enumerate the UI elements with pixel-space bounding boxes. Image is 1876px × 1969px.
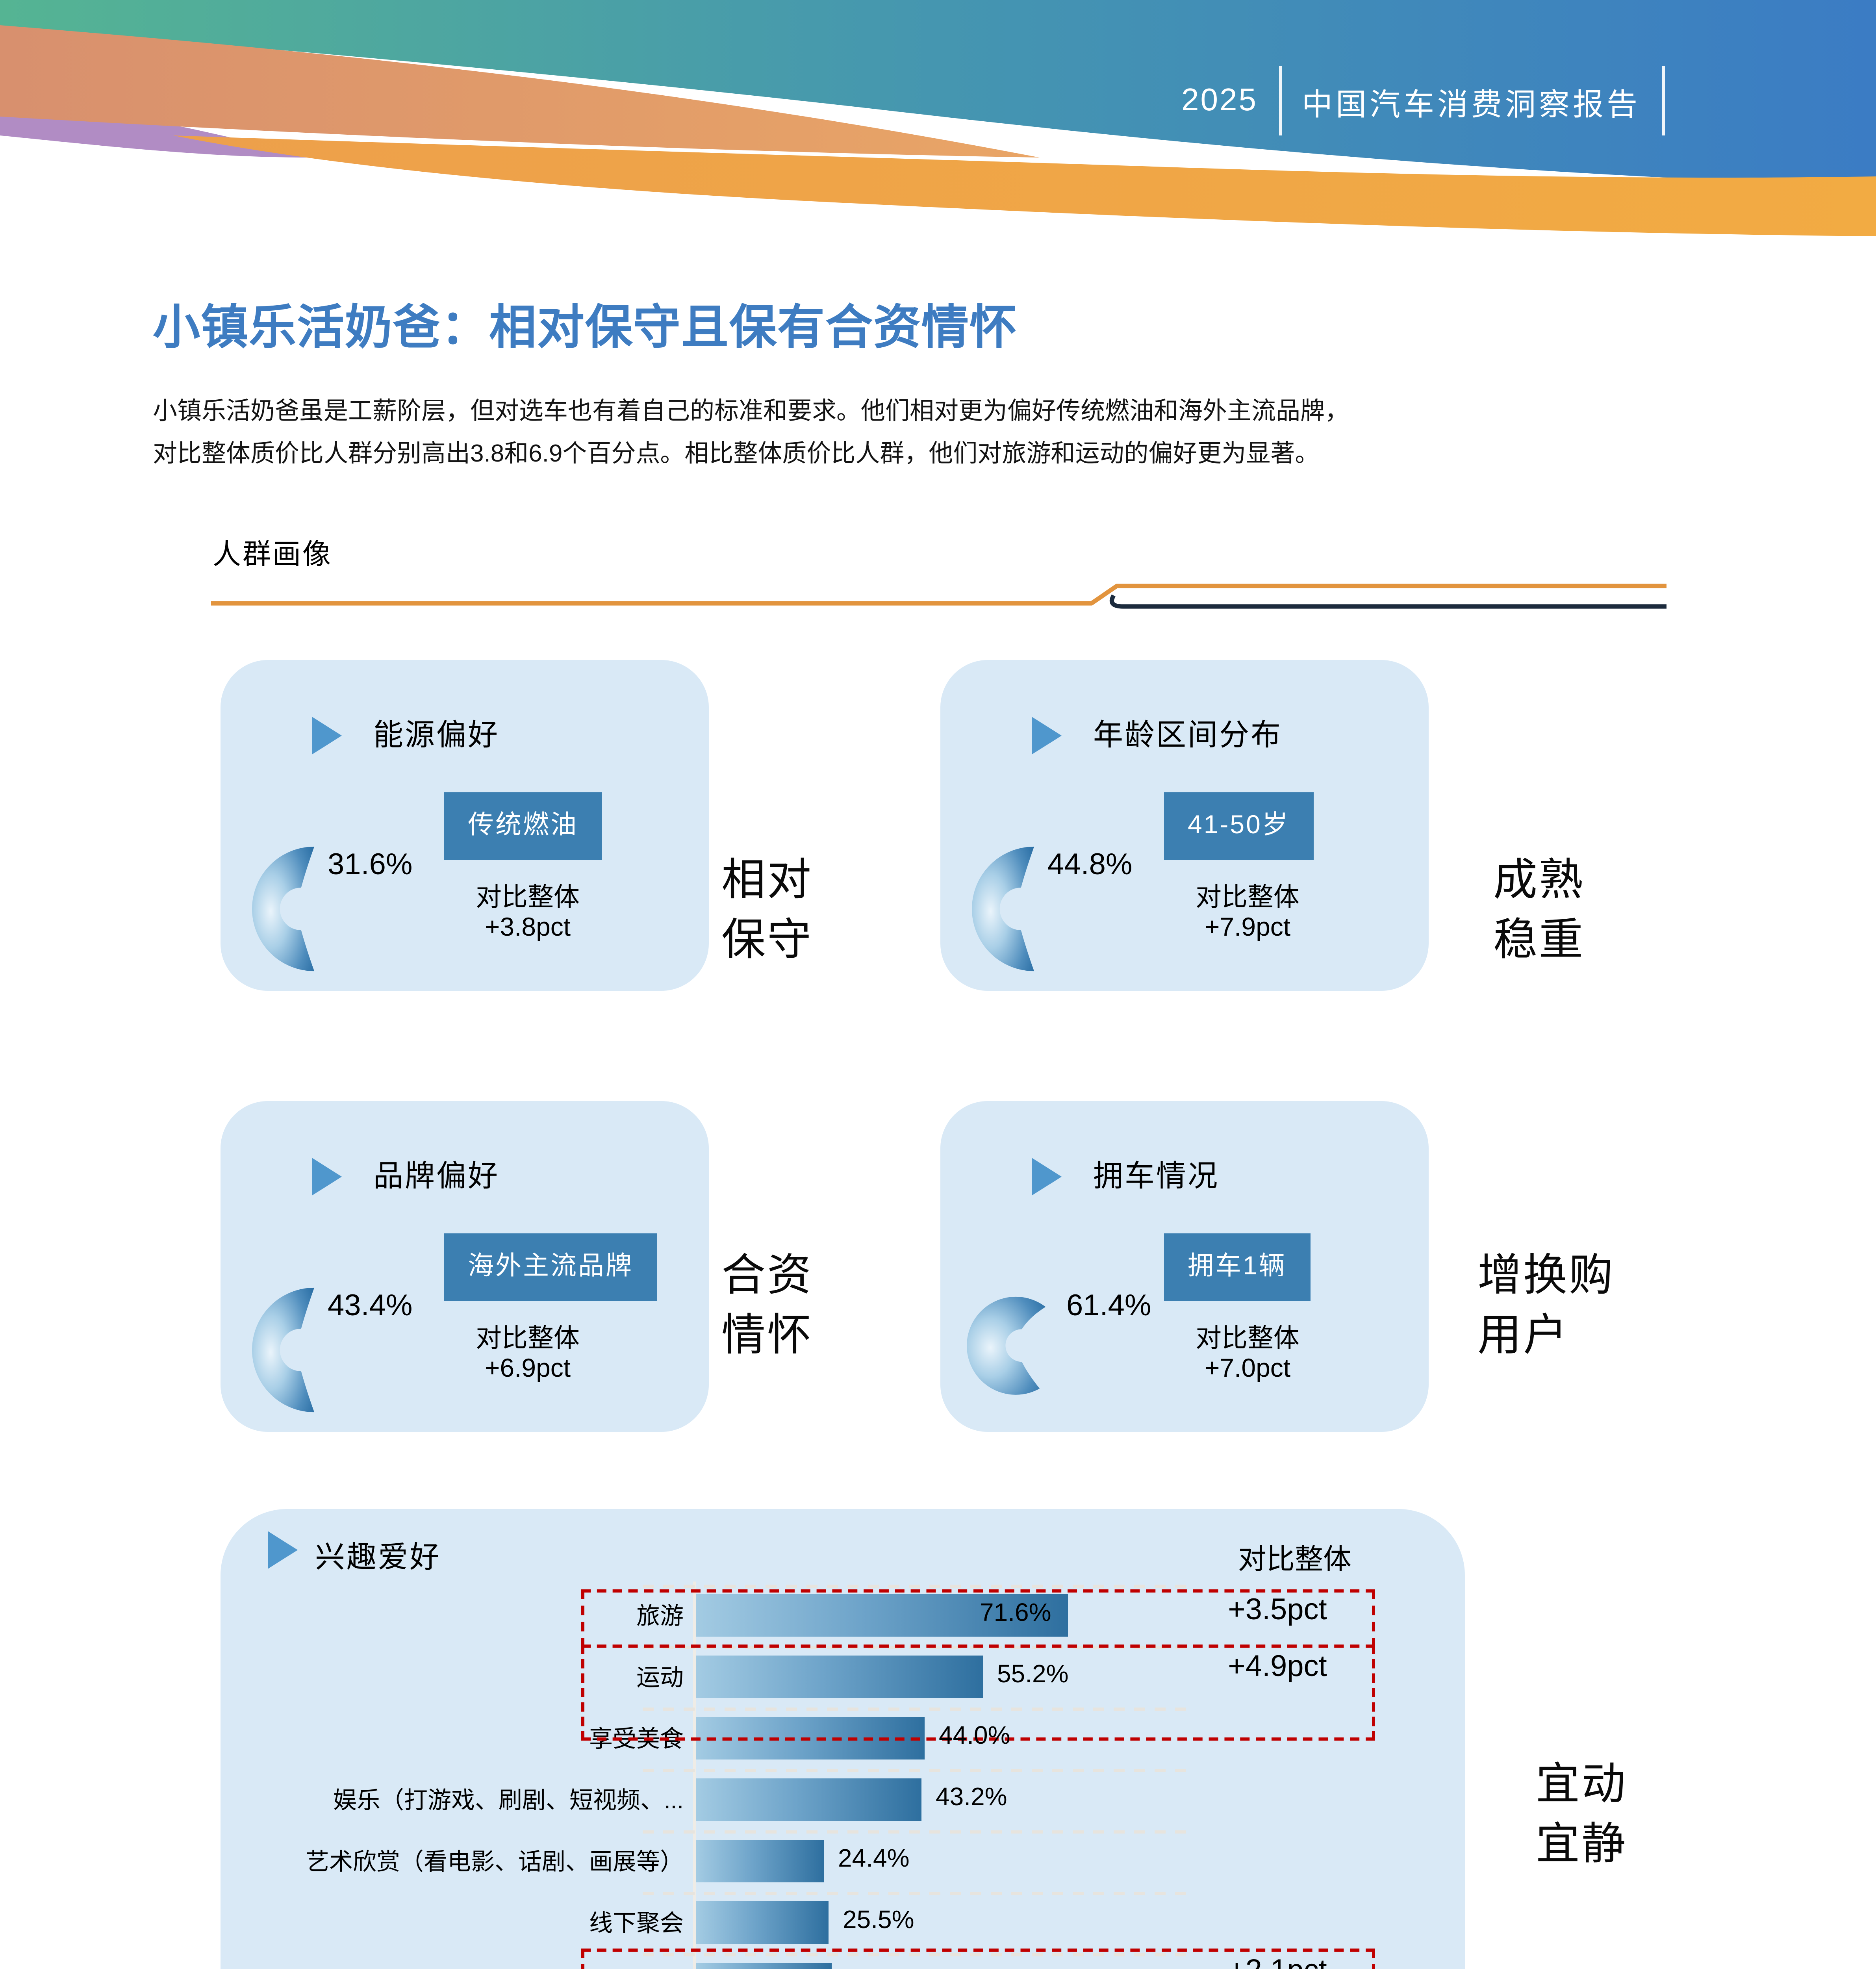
grid-separator-line: [643, 1707, 1186, 1711]
pie-value-label: 43.4%: [328, 1290, 413, 1323]
value-tag: 拥车1辆: [1164, 1233, 1310, 1300]
chart-side-note-line: 宜静: [1536, 1819, 1628, 1868]
bar: [696, 1839, 824, 1882]
pie-value-label: 31.6%: [328, 849, 413, 882]
section-divider: [211, 584, 1667, 609]
profile-card-title: 品牌偏好: [373, 1161, 500, 1194]
side-note-line: 增换购: [1477, 1251, 1615, 1300]
chart-title: 兴趣爱好: [315, 1542, 441, 1575]
chart-side-note: 宜动 宜静: [1536, 1755, 1627, 1874]
highlight-delta-label: +2.1pct: [1159, 1954, 1396, 1969]
bar-value-label: 71.6%: [980, 1600, 1051, 1627]
compare-label: 对比整体: [476, 1325, 580, 1353]
pie-chart: [972, 846, 1034, 972]
bar-row-label: 娱乐（打游戏、刷剧、短视频、...: [333, 1788, 684, 1815]
pie-chart-holder: [962, 1277, 1066, 1430]
pie-chart: [966, 1296, 1046, 1395]
profile-card-title: 拥车情况: [1093, 1161, 1220, 1194]
bar: [696, 1778, 921, 1820]
bar: [696, 1655, 983, 1697]
side-note-line: 用户: [1477, 1311, 1569, 1359]
compare-label: 对比整体: [1196, 884, 1299, 912]
intro-line-2: 对比整体质价比人群分别高出3.8和6.9个百分点。相比整体质价比人群，他们对旅游…: [153, 440, 1320, 467]
highlight-box: [581, 1644, 1375, 1740]
triangle-bullet-icon: [268, 1531, 298, 1569]
divider-bar: [1278, 66, 1281, 135]
interests-chart-card: 兴趣爱好 对比整体旅游 71.6% 运动 55.2% 享受美食 44.0% 娱乐（打游戏、刷剧…: [221, 1509, 1465, 1969]
report-year: 2025: [1181, 83, 1258, 117]
side-note-line: 合资: [721, 1251, 813, 1300]
intro-paragraph: 小镇乐活奶爸虽是工薪阶层，但对选车也有着自己的标准和要求。他们相对更为偏好传统燃…: [153, 392, 1728, 476]
profile-card-title: 能源偏好: [373, 720, 500, 753]
header-wave-banner: 2025 中国汽车消费洞察报告: [0, 0, 1876, 271]
chart-axis-line: [693, 1582, 696, 1969]
grid-separator-line: [643, 1830, 1186, 1834]
triangle-bullet-icon: [312, 717, 342, 755]
side-note-age: 成熟 稳重: [1493, 851, 1585, 970]
bar-row-label: 享受美食: [589, 1726, 684, 1753]
chart-compare-header: 对比整体: [1238, 1544, 1351, 1575]
bar-value-label: 44.0%: [939, 1723, 1010, 1750]
pie-chart: [252, 846, 315, 972]
profile-card-brand: 品牌偏好 43.4% 海外主流品牌对比整体 +6.9pct: [221, 1101, 709, 1432]
side-note-brand: 合资 情怀: [721, 1246, 813, 1366]
report-banner-caption: 2025 中国汽车消费洞察报告: [1181, 63, 1665, 139]
bar-row-label: 艺术欣赏（看电影、话剧、画展等）: [305, 1849, 684, 1876]
side-note-line: 成熟: [1493, 855, 1585, 904]
side-note-line: 保守: [721, 915, 813, 964]
section-title: 人群画像: [213, 539, 332, 570]
pie-value-label: 61.4%: [1066, 1290, 1151, 1323]
side-note-ownership: 增换购 用户: [1477, 1246, 1615, 1366]
profile-card-energy: 能源偏好 31.6% 传统燃油对比整体 +3.8pct: [221, 660, 709, 991]
bar-value-label: 55.2%: [997, 1662, 1069, 1689]
triangle-bullet-icon: [312, 1158, 342, 1196]
bar-value-label: 43.2%: [936, 1785, 1007, 1811]
side-note-line: 稳重: [1493, 915, 1585, 964]
compare-value: +7.9pct: [1204, 914, 1291, 942]
triangle-bullet-icon: [1032, 717, 1062, 755]
page-title: 小镇乐活奶爸：相对保守且保有合资情怀: [153, 302, 1018, 354]
grid-separator-line: [643, 1952, 1186, 1956]
intro-line-1: 小镇乐活奶爸虽是工薪阶层，但对选车也有着自己的标准和要求。他们相对更为偏好传统燃…: [153, 399, 1350, 425]
bar: [696, 1900, 829, 1943]
grid-separator-line: [643, 1584, 1186, 1588]
bar: [696, 1962, 832, 1969]
value-tag: 传统燃油: [444, 792, 602, 859]
value-tag: 海外主流品牌: [444, 1233, 657, 1300]
wave-graphic: [0, 0, 1876, 236]
bar-value-label: 24.4%: [838, 1846, 910, 1873]
bar-row-label: 线下聚会: [589, 1911, 684, 1937]
compare-label: 对比整体: [476, 884, 580, 912]
side-note-energy: 相对 保守: [721, 851, 813, 970]
side-note-line: 相对: [721, 855, 813, 904]
bar: [696, 1593, 1068, 1636]
triangle-bullet-icon: [1032, 1158, 1062, 1196]
divider-bar: [1661, 66, 1665, 135]
pie-value-label: 44.8%: [1047, 849, 1133, 882]
pie-chart: [252, 1287, 315, 1413]
compare-value: +3.8pct: [484, 914, 571, 942]
pie-chart-holder: [972, 836, 1054, 989]
pie-chart-holder: [252, 1277, 334, 1430]
compare-label: 对比整体: [1196, 1325, 1299, 1353]
profile-card-age: 年龄区间分布 44.8% 41-50岁对比整体 +7.9pct: [940, 660, 1429, 991]
chart-side-note-line: 宜动: [1536, 1759, 1628, 1808]
highlight-box: [581, 1948, 1375, 1969]
value-tag: 41-50岁: [1164, 792, 1313, 859]
bar-row-label: 运动: [636, 1665, 684, 1692]
compare-value: +6.9pct: [484, 1355, 571, 1383]
profile-card-ownership: 拥车情况 61.4% 拥车1辆对比整体 +7.0pct: [940, 1101, 1429, 1432]
bar-row-label: 旅游: [636, 1604, 684, 1630]
pie-chart-holder: [252, 836, 334, 989]
highlight-delta-label: +4.9pct: [1228, 1651, 1327, 1684]
profile-card-title: 年龄区间分布: [1093, 720, 1283, 753]
side-note-line: 情怀: [721, 1311, 813, 1359]
highlight-delta-label: +3.5pct: [1228, 1594, 1327, 1627]
report-title: 中国汽车消费洞察报告: [1302, 87, 1641, 122]
grid-separator-line: [643, 1768, 1186, 1772]
bar-value-label: 25.5%: [843, 1908, 914, 1934]
compare-value: +7.0pct: [1204, 1355, 1291, 1383]
grid-separator-line: [643, 1891, 1186, 1895]
